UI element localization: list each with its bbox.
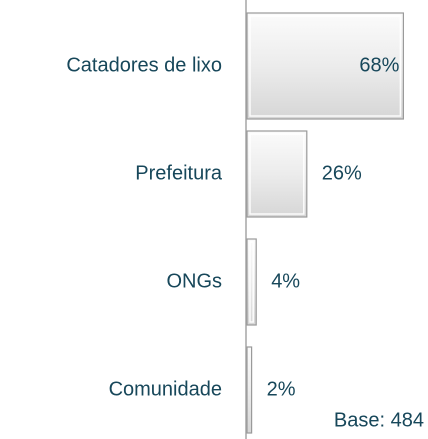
bar-bevel bbox=[249, 15, 402, 117]
category-label: Catadores de lixo bbox=[66, 54, 222, 76]
bar bbox=[246, 238, 257, 326]
value-label: 26% bbox=[322, 162, 362, 184]
bar bbox=[246, 346, 253, 434]
bar bbox=[246, 130, 308, 218]
value-label: 68% bbox=[359, 54, 399, 76]
bar bbox=[246, 12, 404, 120]
category-label: Prefeitura bbox=[135, 162, 223, 184]
category-label: ONGs bbox=[166, 270, 222, 292]
bar-bevel bbox=[249, 241, 254, 323]
bar-bevel bbox=[249, 133, 305, 215]
category-label: Comunidade bbox=[109, 378, 222, 400]
annotation: Base: 484 bbox=[334, 409, 424, 431]
value-label: 4% bbox=[271, 270, 300, 292]
value-label: 2% bbox=[267, 378, 296, 400]
